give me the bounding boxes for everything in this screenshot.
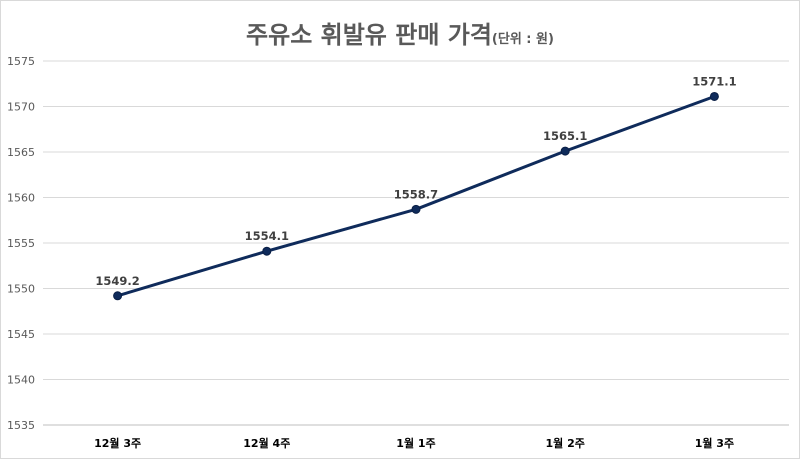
data-point-marker: [411, 204, 421, 214]
y-tick-label: 1555: [7, 237, 35, 250]
data-point-marker: [709, 91, 719, 101]
x-tick-label: 1월 1주: [396, 436, 435, 450]
y-tick-label: 1575: [7, 55, 35, 68]
x-tick-label: 12월 4주: [243, 436, 290, 450]
y-tick-label: 1560: [7, 192, 35, 205]
chart-title-unit: (단위 : 원): [491, 32, 554, 47]
data-label: 1549.2: [95, 274, 139, 288]
x-tick-label: 12월 3주: [94, 436, 141, 450]
data-label: 1571.1: [692, 74, 736, 88]
y-tick-label: 1570: [7, 101, 35, 114]
data-point-marker: [560, 146, 570, 156]
data-point-marker: [262, 246, 272, 256]
y-tick-label: 1545: [7, 328, 35, 341]
y-tick-label: 1540: [7, 374, 35, 387]
x-tick-label: 1월 2주: [546, 436, 585, 450]
x-tick-label: 1월 3주: [695, 436, 734, 450]
chart-title-main: 주유소 휘발유 판매 가격: [246, 21, 492, 49]
data-label: 1558.7: [394, 187, 438, 201]
y-tick-label: 1535: [7, 419, 35, 432]
data-label: 1554.1: [245, 229, 289, 243]
data-label: 1565.1: [543, 129, 587, 143]
y-tick-label: 1565: [7, 146, 35, 159]
chart-title: 주유소 휘발유 판매 가격(단위 : 원): [1, 15, 799, 50]
y-tick-label: 1550: [7, 283, 35, 296]
data-point-marker: [113, 291, 123, 301]
